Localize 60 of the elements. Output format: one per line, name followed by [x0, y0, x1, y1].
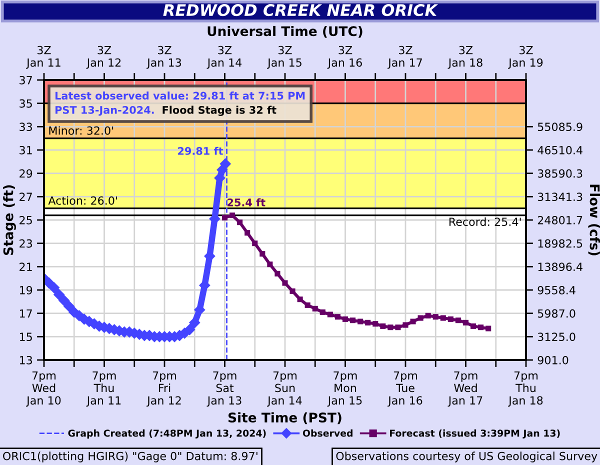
- y-tick-label: 23: [20, 239, 32, 248]
- y-tick-label: 37: [20, 76, 32, 84]
- x-tick-label: 7pm Wed Jan 10: [26, 371, 61, 407]
- category-label: 31341.3: [538, 192, 582, 202]
- x2-tick-label: 3Z Jan 14: [206, 46, 242, 69]
- category-label: 46510.4: [538, 146, 582, 154]
- text: ORIC1(plotting HGIRG) "Gage 0" Datum: 8.97': [3, 452, 258, 462]
- x-axis-title: Site Time (PST): [228, 412, 342, 424]
- annotation: PST 13-Jan-2024.: [56, 106, 154, 116]
- legend-label: Forecast (issued 3:39PM Jan 13): [390, 429, 560, 438]
- y-tick-label: 35: [20, 99, 32, 108]
- y-tick-label: 33: [20, 122, 32, 132]
- y-tick-label: 27: [20, 192, 32, 201]
- category-label: 9558.4: [538, 286, 576, 294]
- legend-label: Observed: [302, 429, 352, 437]
- x-tick-label: 7pm Thu Jan 11: [86, 371, 121, 407]
- annotation: 25.4 ft: [228, 198, 266, 206]
- x2-axis-title: Universal Time (UTC): [208, 26, 362, 38]
- x-tick-label: 7pm Mon Jan 15: [327, 371, 362, 407]
- y-tick-label: 31: [20, 146, 32, 154]
- ref-line-label: Minor: 32.0': [49, 126, 114, 135]
- x-tick-label: 7pm Tue Jan 16: [388, 371, 422, 407]
- x-tick-label: 7pm Thu Jan 18: [508, 371, 543, 407]
- y-tick-label: 17: [20, 309, 32, 318]
- y-tick-label: 13: [20, 356, 32, 364]
- x2-tick-label: 3Z Jan 17: [388, 46, 422, 69]
- y-tick-label: 25: [20, 216, 32, 224]
- y-tick-label: 19: [20, 286, 32, 294]
- x2-tick-label: 3Z Jan 16: [327, 46, 362, 69]
- x-tick-label: 7pm Wed Jan 17: [448, 371, 482, 407]
- legend-label: Graph Created (7:48PM Jan 13, 2024): [68, 429, 266, 439]
- x2-tick-label: 3Z Jan 15: [267, 46, 302, 69]
- x2-tick-label: 3Z Jan 13: [146, 46, 182, 69]
- category-label: 5987.0: [538, 309, 576, 318]
- annotation: 29.81 ft: [178, 146, 224, 155]
- category-label: 3125.0: [538, 332, 576, 342]
- y-tick-label: 21: [20, 262, 32, 271]
- x2-tick-label: 3Z Jan 19: [508, 46, 543, 69]
- y-tick-label: 29: [20, 169, 32, 178]
- y-axis-title: Stage (ft): [3, 185, 16, 255]
- category-label: 13896.4: [538, 262, 582, 272]
- annotation: Flood Stage is 32 ft: [162, 106, 276, 116]
- ref-line-label: Action: 26.0': [48, 196, 117, 205]
- category-label: 901.0: [538, 356, 568, 364]
- y2-axis-title: Flow (cfs): [588, 184, 600, 256]
- y-tick-label: 15: [20, 332, 32, 342]
- x-tick-label: 7pm Fri Jan 12: [146, 371, 181, 407]
- x2-tick-label: 3Z Jan 11: [26, 46, 60, 69]
- chart-title: REDWOOD CREEK NEAR ORICK: [163, 4, 438, 16]
- ref-line-label: Record: 25.4': [449, 217, 521, 226]
- annotation: Latest observed value: 29.81 ft at 7:15 PM: [56, 92, 305, 100]
- x2-tick-label: 3Z Jan 18: [448, 46, 482, 69]
- x-tick-label: 7pm Sun Jan 14: [267, 371, 302, 407]
- x-tick-label: 7pm Sat Jan 13: [206, 371, 242, 407]
- category-label: 38590.3: [538, 169, 582, 178]
- x2-tick-label: 3Z Jan 12: [86, 46, 121, 69]
- text: Observations courtesy of US Geological Survey: [336, 452, 598, 462]
- category-label: 18982.5: [538, 239, 582, 248]
- category-label: 24801.7: [538, 216, 582, 224]
- category-label: 55085.9: [538, 122, 582, 132]
